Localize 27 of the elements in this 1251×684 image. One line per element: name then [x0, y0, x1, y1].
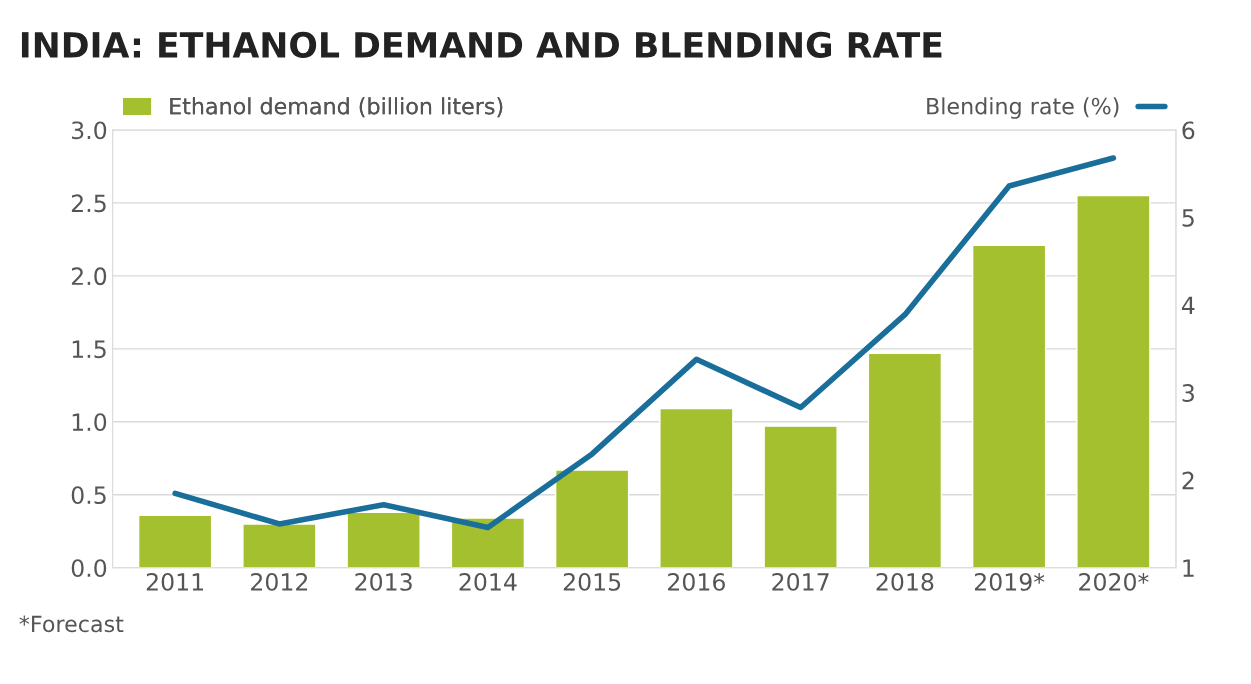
x-tick-label: 2011	[146, 573, 203, 591]
x-tick-label: 2013	[355, 573, 412, 591]
x-tick-label: 2015	[563, 573, 621, 591]
y-tick-label: 0.5	[71, 486, 106, 505]
chart-title: INDIA: ETHANOL DEMAND AND BLENDING RATE	[21, 31, 942, 58]
y-tick-label: 1.0	[72, 413, 107, 432]
x-tick-label: 2016	[668, 573, 725, 591]
y2-tick-label: 4	[1181, 296, 1195, 315]
x-tick-label: 2018	[876, 573, 934, 591]
y2-tick-label: 6	[1182, 121, 1195, 140]
y2-tick-label: 1	[1183, 559, 1194, 577]
x-tick-label: 2012	[251, 573, 308, 591]
y2-tick-label: 5	[1182, 209, 1194, 227]
x-tick-label: 2020*	[1079, 573, 1149, 591]
x-tick-label: 2017	[772, 573, 829, 591]
y2-tick-label: 3	[1182, 384, 1194, 402]
y-tick-label: 2.5	[71, 194, 106, 213]
legend-label: Ethanol demand (billion liters)	[170, 97, 503, 118]
text: *Forecast	[19, 615, 124, 633]
y-tick-label: 1.5	[72, 340, 106, 359]
x-tick-label: 2014	[459, 573, 517, 591]
series-label: Blending rate (%)	[927, 97, 1119, 119]
y-tick-label: 2.0	[71, 267, 107, 286]
y-tick-label: 3.0	[71, 121, 107, 140]
x-tick-label: 2019*	[974, 573, 1045, 591]
y-tick-label: 0.0	[71, 559, 107, 578]
y2-tick-label: 2	[1182, 471, 1194, 490]
